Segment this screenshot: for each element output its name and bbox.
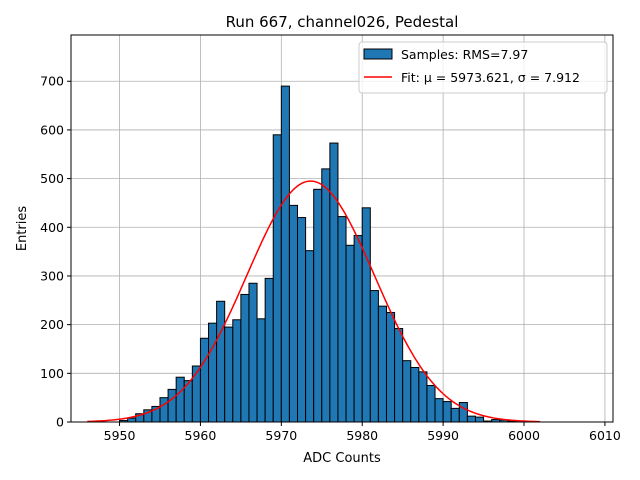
x-tick-label: 5970 [265, 428, 297, 443]
histogram-bar [385, 311, 396, 423]
histogram-bar [369, 290, 379, 423]
histogram-bars [119, 85, 517, 423]
x-tick-label: 6010 [589, 428, 621, 443]
histogram-bar [418, 371, 428, 423]
histogram-bar [175, 376, 185, 423]
y-tick-label: 300 [40, 268, 64, 283]
y-tick-label: 0 [56, 415, 64, 430]
y-tick-label: 500 [40, 171, 64, 186]
histogram-bar [434, 398, 444, 423]
histogram-bar [240, 293, 250, 423]
histogram-bar [248, 282, 258, 423]
x-tick-label: 6000 [508, 428, 540, 443]
x-axis-ticks: 5950 5960 5970 5980 5990 6000 6010 [104, 422, 621, 443]
legend-box [358, 41, 608, 94]
y-tick-label: 600 [40, 122, 64, 137]
grid [71, 35, 613, 423]
histogram-bar [264, 277, 274, 423]
histogram-bar [159, 397, 169, 423]
histogram-bar [297, 217, 307, 423]
fit-curve [87, 180, 541, 423]
histogram-bar [321, 168, 331, 423]
y-tick-label: 100 [40, 366, 64, 381]
y-axis-ticks: 0 100 200 300 400 500 600 700 [40, 74, 71, 430]
x-axis-title: ADC Counts [303, 451, 381, 466]
histogram-bar [442, 401, 452, 423]
histogram-bar [458, 402, 468, 423]
histogram-bar [191, 365, 201, 423]
histogram-bar [329, 142, 339, 423]
histogram-bar [426, 384, 436, 423]
histogram-bar [410, 366, 420, 423]
histogram-bar [353, 235, 363, 423]
histogram-bar [232, 319, 242, 423]
legend-samples-label: Samples: RMS=7.97 [401, 47, 528, 62]
histogram-bar [127, 417, 137, 423]
x-tick-label: 5980 [346, 428, 378, 443]
histogram-bar [305, 250, 315, 423]
histogram-bar [377, 305, 387, 423]
histogram-bar [288, 204, 299, 423]
histogram-bar [256, 318, 266, 423]
histogram-bar [337, 216, 347, 423]
histogram-bar [272, 134, 282, 423]
legend-bar-swatch [363, 48, 393, 60]
fit-curve-group [87, 180, 541, 423]
plot-area-frame [70, 34, 614, 423]
histogram-bar [208, 322, 218, 423]
x-tick-label: 5990 [427, 428, 459, 443]
legend: Samples: RMS=7.97 Fit: μ = 5973.621, σ =… [358, 41, 608, 94]
legend-fit-label: Fit: μ = 5973.621, σ = 7.912 [401, 70, 580, 85]
histogram-bar [394, 328, 404, 423]
histogram-bar [345, 244, 355, 423]
histogram-bar [199, 337, 210, 423]
chart-title: Run 667, channel026, Pedestal [226, 13, 459, 31]
x-tick-label: 5950 [104, 428, 136, 443]
histogram-bar [450, 407, 460, 423]
y-tick-label: 400 [40, 220, 64, 235]
histogram-bar [466, 415, 476, 423]
histogram-bar [474, 416, 485, 423]
histogram-bar [313, 188, 323, 423]
histogram-bar [402, 360, 412, 423]
y-tick-label: 200 [40, 317, 64, 332]
y-axis-title: Entries [15, 206, 30, 252]
y-tick-label: 700 [40, 74, 64, 89]
x-tick-label: 5960 [185, 428, 217, 443]
histogram-bar [361, 207, 371, 423]
histogram-bar [224, 326, 234, 423]
histogram-bar [167, 388, 177, 423]
histogram-bar [216, 300, 226, 423]
histogram-bar [280, 85, 290, 423]
